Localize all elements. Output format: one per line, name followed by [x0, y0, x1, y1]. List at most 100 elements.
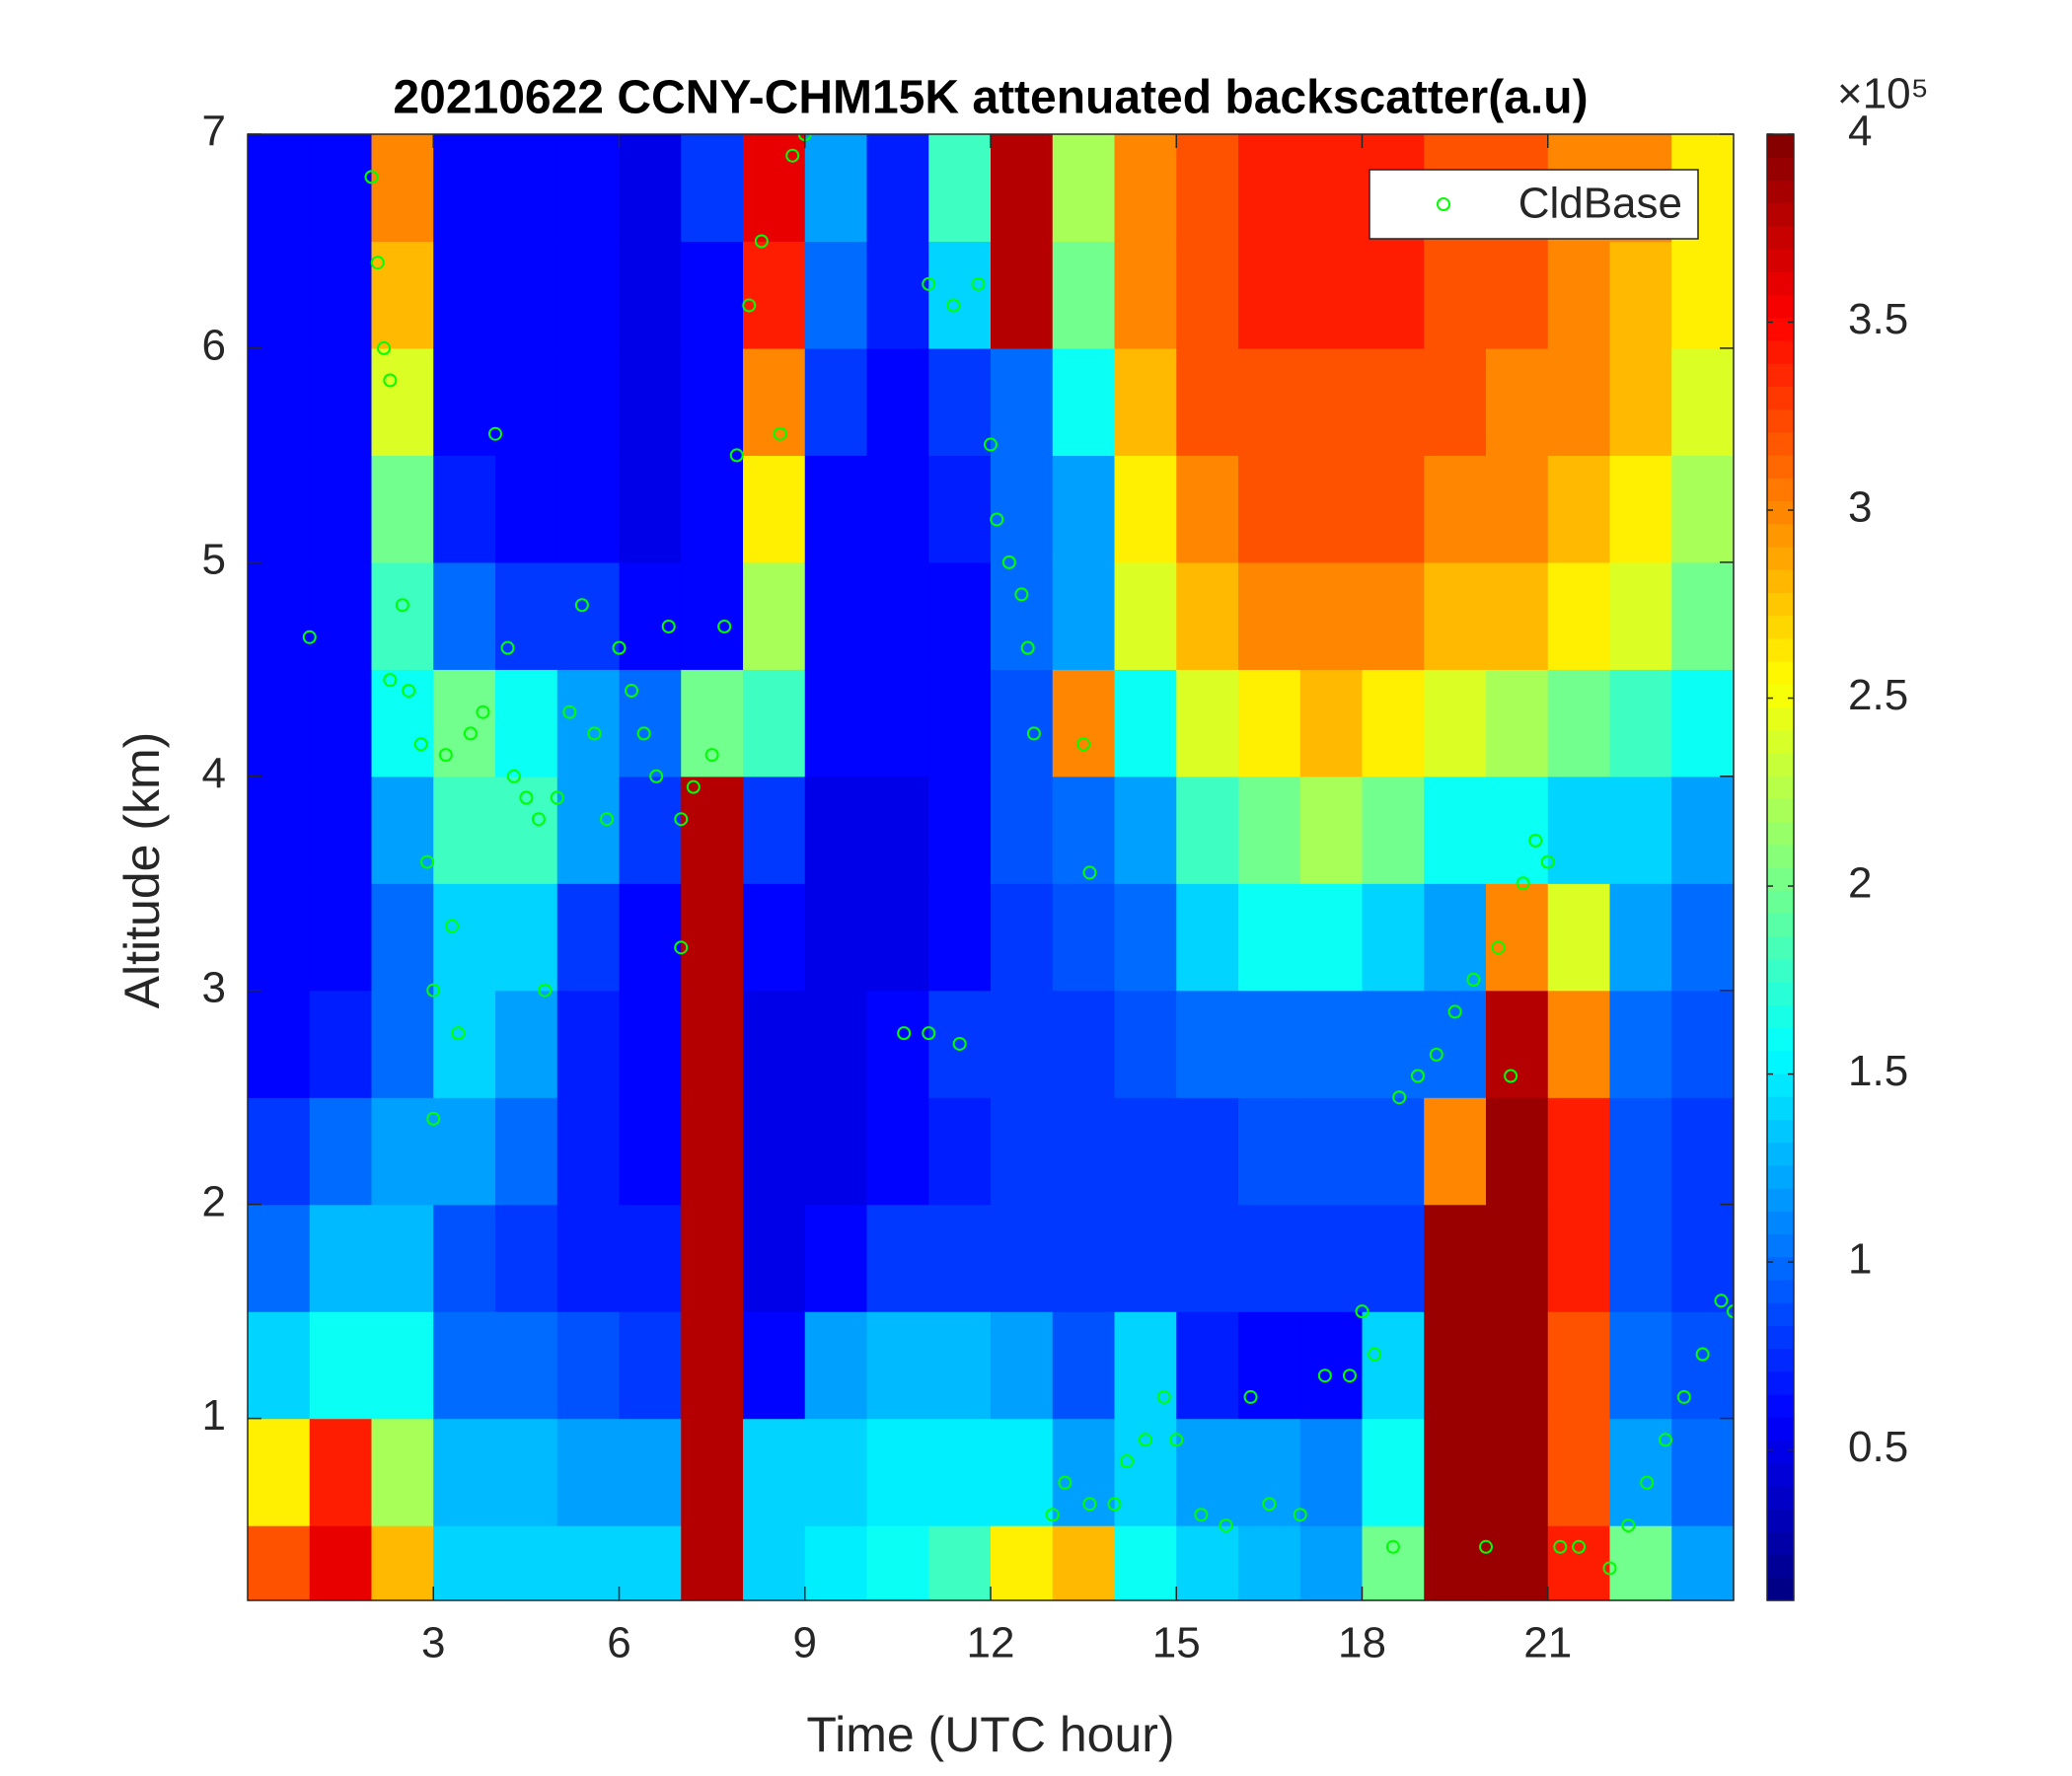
heat-cell: [1424, 1311, 1487, 1420]
heat-cell: [1238, 1311, 1301, 1420]
heat-cell: [309, 1204, 373, 1312]
legend-marker: [1437, 197, 1450, 211]
heat-cell: [804, 883, 868, 992]
heat-cell: [804, 1204, 868, 1312]
heat-cell: [1547, 347, 1611, 457]
heat-cell: [619, 776, 682, 884]
heat-cell: [1238, 1097, 1301, 1206]
heat-cell: [991, 455, 1054, 563]
x-tick-label: 9: [793, 1619, 817, 1667]
heat-cell: [1486, 347, 1549, 457]
cloud-base-point: [1602, 1561, 1617, 1576]
cloud-base-point: [625, 684, 639, 699]
colorbar-segment: [1767, 661, 1794, 685]
colorbar-segment: [1767, 317, 1794, 341]
heat-cell: [1114, 1204, 1177, 1312]
heat-cell: [1114, 1097, 1177, 1206]
cloud-base-point: [1410, 1069, 1425, 1083]
heat-cell: [1547, 455, 1611, 563]
cloud-base-point: [1082, 1497, 1097, 1512]
colorbar-segment: [1767, 1073, 1794, 1097]
colorbar-tick-label: 0.5: [1848, 1423, 1908, 1471]
cloud-base-point: [302, 629, 317, 644]
heat-cell: [1052, 776, 1116, 884]
heat-cell: [991, 241, 1054, 349]
heat-cell: [866, 1525, 929, 1601]
heat-cell: [1299, 1311, 1364, 1420]
heat-cell: [1362, 561, 1425, 670]
heat-cell: [681, 1204, 744, 1312]
chart-title: 20210622 CCNY-CHM15K attenuated backscat…: [393, 72, 1588, 124]
heat-cell: [495, 1311, 558, 1420]
heat-cell: [556, 990, 621, 1098]
cloud-base-point: [1045, 1508, 1060, 1522]
heat-cell: [1299, 241, 1364, 349]
cloud-base-point: [1621, 1518, 1636, 1533]
cloud-base-point: [574, 598, 589, 613]
y-axis-label: Altitude (km): [114, 732, 170, 1009]
heat-cell: [1547, 669, 1611, 777]
heat-cell: [1176, 561, 1239, 670]
heat-cell: [804, 776, 868, 884]
heat-cell: [1176, 883, 1239, 992]
heat-cell: [495, 990, 558, 1098]
heat-cell: [1176, 1525, 1239, 1601]
heat-cell: [1362, 347, 1425, 457]
heat-cell: [1609, 990, 1672, 1098]
heat-cell: [1176, 241, 1239, 349]
heat-cell: [1176, 347, 1239, 457]
colorbar-segment: [1767, 1509, 1794, 1532]
x-tick-label: 21: [1523, 1619, 1572, 1667]
heat-cell: [991, 883, 1054, 992]
heat-cell: [1547, 241, 1611, 349]
colorbar-segment: [1767, 134, 1794, 158]
heat-cell: [556, 1097, 621, 1206]
colorbar-segment: [1767, 523, 1794, 548]
legend: CldBase: [1369, 169, 1699, 240]
colorbar-segment: [1767, 1370, 1794, 1395]
heat-cell: [1299, 134, 1364, 243]
x-tick-label: 18: [1338, 1619, 1386, 1667]
heat-cell: [1609, 1311, 1672, 1420]
heat-cell: [1176, 1204, 1239, 1312]
cloud-base-point: [1540, 854, 1555, 869]
heat-cell: [556, 1418, 621, 1526]
heat-cell: [928, 776, 992, 884]
heat-cell: [1114, 669, 1177, 777]
cloud-base-point: [1385, 1539, 1400, 1554]
heat-cell: [248, 1525, 311, 1601]
heat-cell: [1547, 1525, 1611, 1601]
heat-cell: [1547, 1418, 1611, 1526]
cloud-base-point: [1219, 1518, 1233, 1533]
cloud-base-point: [1026, 726, 1041, 741]
heat-cell: [991, 134, 1054, 243]
cloud-base-point: [426, 983, 441, 998]
heat-cell: [495, 776, 558, 884]
y-tick-label: 3: [202, 963, 226, 1011]
cloud-base-point: [946, 298, 961, 313]
heat-cell: [743, 134, 806, 243]
cloud-base-point: [742, 298, 757, 313]
cloud-base-point: [451, 1026, 466, 1041]
heat-cell: [1362, 1525, 1425, 1601]
colorbar-segment: [1767, 294, 1794, 319]
heat-cell: [804, 561, 868, 670]
heat-cell: [1052, 669, 1116, 777]
heat-cell: [1424, 347, 1487, 457]
cloud-base-point: [1368, 1347, 1382, 1362]
colorbar-segment: [1767, 1531, 1794, 1556]
heat-cell: [1424, 1097, 1487, 1206]
heat-cell: [1609, 1525, 1672, 1601]
heat-cell: [433, 561, 496, 670]
heat-cell: [1671, 561, 1735, 670]
heat-cell: [866, 347, 929, 457]
colorbar-segment: [1767, 249, 1794, 272]
heat-cell: [1238, 347, 1301, 457]
heat-cell: [1114, 776, 1177, 884]
heat-cell: [991, 1204, 1054, 1312]
cloud-base-point: [984, 437, 998, 452]
cloud-base-point: [1504, 1069, 1518, 1083]
heat-cell: [1671, 669, 1735, 777]
cloud-base-point: [1194, 1508, 1209, 1522]
y-tick-label: 5: [202, 535, 226, 583]
